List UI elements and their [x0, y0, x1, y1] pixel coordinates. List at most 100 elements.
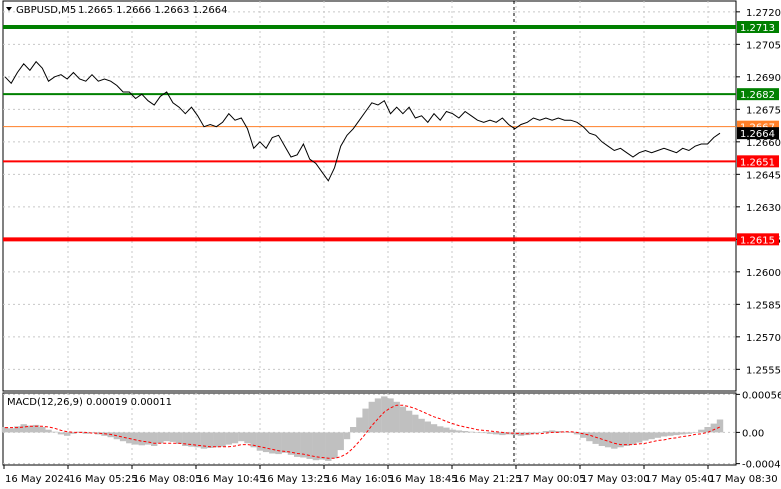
- macd-histogram-bar: [499, 432, 506, 436]
- level-price-tag: [737, 127, 779, 140]
- macd-tick-label: 0.00056: [742, 390, 781, 401]
- price-tick-label: 1.2570: [746, 333, 781, 344]
- macd-histogram-bar: [480, 432, 487, 434]
- macd-histogram-bar: [262, 432, 270, 453]
- macd-histogram-bar: [405, 410, 413, 433]
- macd-histogram-bar: [443, 427, 450, 433]
- macd-histogram-bar: [64, 432, 71, 436]
- level-price-tag: [737, 88, 779, 101]
- time-tick-label: 16 May 2024: [5, 474, 70, 485]
- macd-histogram-bar: [424, 421, 431, 433]
- macd-histogram-bar: [82, 432, 89, 434]
- macd-histogram-bar: [449, 429, 456, 433]
- time-tick-label: 16 May 05:25: [69, 474, 138, 485]
- macd-histogram-bar: [368, 401, 375, 433]
- macd-histogram-bar: [157, 432, 164, 444]
- macd-histogram-bar: [387, 398, 394, 433]
- macd-indicator-label: MACD(12,26,9) 0.00019 0.00011: [7, 397, 172, 408]
- macd-histogram-bar: [231, 432, 239, 444]
- macd-histogram-bar: [14, 426, 21, 433]
- price-tick-label: 1.2675: [746, 105, 781, 116]
- time-tick-label: 16 May 16:05: [325, 474, 394, 485]
- macd-histogram-bar: [188, 432, 195, 447]
- time-tick-label: 16 May 08:05: [133, 474, 202, 485]
- macd-histogram-bar: [685, 432, 693, 434]
- price-tick-label: 1.2660: [746, 138, 781, 149]
- level-price-label: 1.2664: [740, 129, 775, 140]
- macd-histogram-bar: [318, 432, 326, 460]
- macd-histogram-bar: [51, 431, 58, 433]
- time-tick-label: 16 May 21:25: [453, 474, 522, 485]
- macd-histogram-bar: [412, 414, 419, 433]
- macd-histogram-bar: [580, 432, 587, 438]
- macd-histogram-bar: [455, 430, 463, 433]
- macd-histogram-bar: [144, 432, 152, 445]
- macd-histogram-bar: [343, 432, 351, 440]
- macd-histogram-bar: [306, 432, 313, 459]
- price-tick-label: 1.2705: [746, 40, 781, 51]
- macd-histogram-bar: [182, 432, 189, 446]
- macd-histogram-bar: [250, 432, 257, 448]
- macd-histogram-bar: [294, 432, 301, 457]
- macd-histogram-bar: [623, 432, 630, 446]
- macd-histogram-bar: [698, 429, 705, 433]
- macd-histogram-bar: [331, 432, 338, 459]
- macd-histogram-bar: [244, 432, 251, 444]
- macd-histogram-bar: [213, 432, 220, 448]
- macd-histogram-bar: [611, 432, 618, 449]
- level-price-label: 1.2682: [740, 90, 775, 101]
- macd-histogram-bar: [175, 432, 183, 444]
- macd-histogram-bar: [592, 432, 599, 444]
- macd-histogram-bar: [399, 406, 407, 433]
- macd-histogram-bar: [287, 432, 295, 455]
- dropdown-triangle-icon: [6, 7, 12, 11]
- price-tick-label: 1.2630: [746, 203, 781, 214]
- macd-histogram-bar: [132, 432, 139, 445]
- ohlc-values: 1.2665 1.2666 1.2663 1.2664: [78, 5, 228, 16]
- level-price-tag: [737, 233, 779, 246]
- macd-histogram-bar: [704, 427, 711, 433]
- macd-histogram-bar: [362, 408, 369, 433]
- macd-histogram-bar: [691, 432, 699, 433]
- time-tick-label: 17 May 08:30: [709, 474, 778, 485]
- macd-histogram-bar: [660, 432, 668, 437]
- time-tick-label: 17 May 05:40: [645, 474, 714, 485]
- time-tick-label: 16 May 10:45: [197, 474, 266, 485]
- macd-histogram-bar: [468, 431, 475, 433]
- time-tick-label: 16 May 13:25: [261, 474, 330, 485]
- price-tick-label: 1.2690: [746, 73, 781, 84]
- macd-histogram-bar: [393, 401, 400, 433]
- level-price-label: 1.2615: [740, 235, 775, 246]
- macd-histogram-bar: [679, 432, 686, 435]
- macd-histogram-bar: [542, 431, 550, 433]
- macd-histogram-bar: [151, 432, 158, 446]
- macd-histogram-bar: [586, 432, 593, 442]
- macd-histogram-bar: [281, 432, 288, 453]
- macd-histogram-bar: [194, 432, 201, 448]
- macd-histogram-bar: [45, 429, 52, 433]
- level-price-label: 1.2651: [740, 157, 775, 168]
- macd-signal-line: [5, 404, 721, 459]
- macd-histogram-bar: [493, 432, 500, 435]
- macd-histogram-bar: [486, 432, 494, 434]
- time-tick-label: 16 May 18:45: [389, 474, 458, 485]
- macd-histogram-bar: [356, 417, 363, 433]
- macd-histogram-bar: [269, 432, 276, 454]
- macd-histogram-bar: [573, 432, 581, 435]
- macd-histogram-bar: [300, 432, 307, 458]
- macd-histogram-bar: [32, 424, 40, 433]
- macd-histogram-bar: [567, 432, 574, 433]
- macd-histogram-bar: [325, 432, 332, 461]
- macd-histogram-bar: [381, 396, 388, 433]
- macd-histogram-bar: [461, 431, 469, 433]
- macd-histogram-bar: [20, 424, 27, 433]
- macd-histogram-bar: [561, 431, 568, 433]
- macd-histogram-bar: [548, 430, 556, 433]
- macd-histogram-bar: [654, 432, 661, 438]
- macd-histogram-bar: [256, 432, 264, 451]
- macd-histogram-bar: [350, 427, 357, 433]
- price-tick-label: 1.2720: [746, 8, 781, 19]
- macd-histogram-bar: [437, 426, 444, 433]
